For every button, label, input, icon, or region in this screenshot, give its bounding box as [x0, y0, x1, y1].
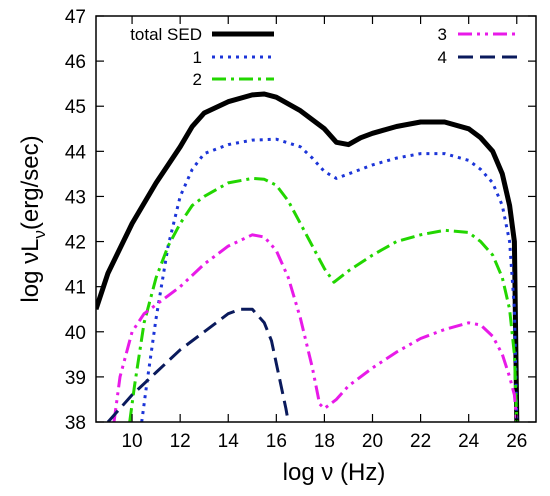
y-tick-label: 46 [65, 52, 86, 73]
legend-label: 2 [193, 70, 202, 89]
legend-label: 4 [438, 48, 447, 67]
x-axis-title: log ν (Hz) [283, 459, 386, 486]
x-axis: 10 12 14 16 18 20 22 24 26 [121, 16, 527, 452]
legend-label: 3 [438, 25, 447, 44]
x-tick-label: 22 [410, 431, 431, 452]
series-line-total-sed [96, 91, 520, 422]
x-tick-label: 10 [121, 431, 142, 452]
x-tick-label: 20 [362, 431, 383, 452]
y-axis-title: log νLν(erg/sec) [17, 135, 49, 302]
y-axis-title-suffix: (erg/sec) [17, 135, 44, 230]
y-tick-label: 38 [65, 413, 86, 434]
legend-label: total SED [130, 25, 202, 44]
y-tick-label: 47 [65, 7, 86, 28]
x-tick-label: 12 [170, 431, 191, 452]
x-tick-label: 18 [314, 431, 335, 452]
series-line-1 [140, 137, 519, 422]
x-tick-label: 16 [266, 431, 287, 452]
y-axis-title-prefix: log νL [17, 239, 44, 303]
y-tick-label: 43 [65, 187, 86, 208]
y-tick-label: 45 [65, 97, 86, 118]
y-tick-label: 41 [65, 278, 86, 299]
y-tick-label: 40 [65, 323, 86, 344]
y-tick-label: 42 [65, 233, 86, 254]
legend-label: 1 [193, 48, 202, 67]
plot-frame [95, 15, 537, 423]
y-tick-label: 44 [65, 142, 87, 163]
x-tick-label: 14 [218, 431, 240, 452]
series-line-2 [128, 176, 519, 422]
series-curves [96, 91, 520, 422]
y-tick-label: 39 [65, 368, 86, 389]
series-line-4 [106, 307, 290, 422]
x-tick-label: 26 [506, 431, 527, 452]
series-line-3 [112, 233, 519, 422]
legend: total SED 1 2 3 4 [130, 25, 520, 89]
x-tick-label: 24 [458, 431, 480, 452]
y-axis-title-subscript: ν [30, 230, 49, 239]
